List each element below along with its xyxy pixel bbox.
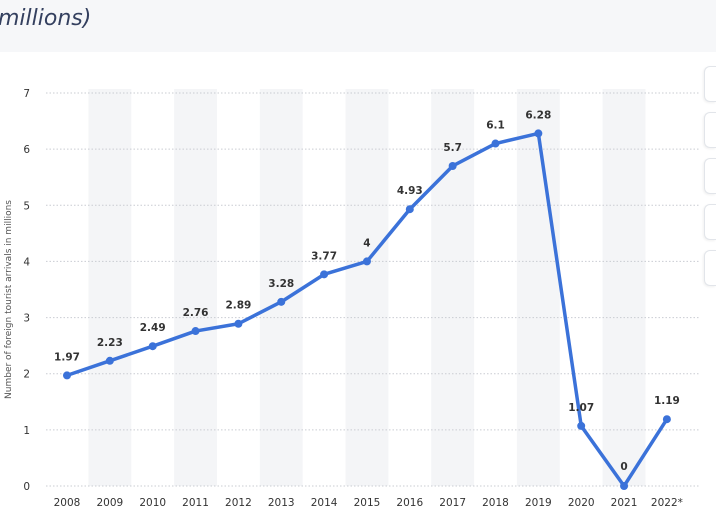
data-point bbox=[105, 356, 114, 365]
background-band bbox=[345, 89, 389, 486]
x-tick-label: 2017 bbox=[439, 497, 466, 509]
x-tick-label: 2019 bbox=[525, 497, 552, 509]
y-axis-ticks: 0 1 2 3 4 5 6 7 bbox=[23, 88, 30, 493]
background-band bbox=[88, 89, 132, 486]
y-tick-label: 3 bbox=[23, 313, 30, 325]
y-tick-label: 0 bbox=[23, 481, 30, 493]
panel-tab-icon[interactable] bbox=[704, 158, 716, 194]
y-tick-label: 5 bbox=[23, 200, 30, 212]
background-band bbox=[259, 89, 303, 486]
x-tick-label: 2016 bbox=[396, 497, 423, 509]
data-point bbox=[234, 319, 243, 328]
x-tick-label: 2010 bbox=[139, 497, 166, 509]
panel-tab-icon[interactable] bbox=[704, 204, 716, 240]
x-tick-label: 2009 bbox=[96, 497, 123, 509]
data-label: 3.28 bbox=[268, 278, 294, 290]
x-tick-label: 2014 bbox=[311, 497, 338, 509]
x-tick-label: 2012 bbox=[225, 497, 252, 509]
y-tick-label: 2 bbox=[23, 369, 30, 381]
background-bands bbox=[88, 89, 646, 486]
data-point bbox=[63, 371, 71, 380]
x-tick-label: 2008 bbox=[54, 497, 81, 509]
background-band bbox=[602, 89, 646, 486]
background-band bbox=[174, 89, 217, 486]
x-tick-label: 2013 bbox=[268, 497, 295, 509]
x-tick-label: 2020 bbox=[568, 497, 595, 509]
data-point bbox=[448, 161, 457, 170]
data-label: 1.97 bbox=[54, 351, 80, 363]
background-band bbox=[431, 89, 475, 486]
y-tick-label: 4 bbox=[23, 256, 30, 268]
x-tick-label: 2011 bbox=[182, 497, 209, 509]
data-label: 2.89 bbox=[225, 300, 251, 312]
data-point bbox=[534, 129, 543, 138]
y-tick-label: 1 bbox=[23, 425, 30, 437]
x-tick-label: 2018 bbox=[482, 497, 509, 509]
data-label: 2.76 bbox=[183, 307, 209, 319]
chart-header: millions) bbox=[0, 0, 716, 52]
data-point bbox=[191, 327, 200, 336]
y-tick-label: 6 bbox=[23, 144, 30, 156]
data-label: 2.49 bbox=[140, 322, 166, 334]
panel-tab-icon[interactable] bbox=[704, 66, 716, 102]
data-point bbox=[405, 205, 414, 214]
y-axis-label: Number of foreign tourist arrivals in mi… bbox=[4, 200, 14, 399]
line-chart: 0 1 2 3 4 5 6 7 2008 2009 2010 2011 2012 2013 2014 201… bbox=[4, 88, 700, 509]
chart-title-fragment: millions) bbox=[0, 6, 92, 31]
x-tick-label: 2021 bbox=[611, 497, 638, 509]
data-label: 1.07 bbox=[568, 402, 594, 414]
data-point bbox=[277, 297, 286, 306]
data-point bbox=[620, 482, 629, 490]
data-label: 4.93 bbox=[397, 185, 423, 197]
data-label: 4 bbox=[363, 237, 370, 249]
data-label: 6.1 bbox=[486, 120, 505, 132]
x-axis-ticks: 2008 2009 2010 2011 2012 2013 2014 2015 2016 2017… bbox=[54, 497, 683, 509]
data-label: 5.7 bbox=[443, 142, 462, 154]
y-tick-label: 7 bbox=[23, 88, 30, 100]
background-band bbox=[516, 89, 560, 486]
data-labels: 1.97 2.23 2.49 2.76 2.89 3.28 3.77 4 4.93 5.7 6.1 6… bbox=[54, 109, 680, 473]
data-label: 2.23 bbox=[97, 337, 123, 349]
grid-lines bbox=[46, 92, 700, 487]
data-label: 6.28 bbox=[525, 109, 551, 121]
data-label: 0 bbox=[620, 461, 627, 473]
panel-tab-icon[interactable] bbox=[704, 250, 716, 286]
data-points bbox=[63, 129, 671, 490]
x-tick-label: 2022* bbox=[651, 497, 683, 509]
data-label: 3.77 bbox=[311, 250, 337, 262]
panel-tab-icon[interactable] bbox=[704, 112, 716, 148]
data-point bbox=[320, 270, 329, 279]
data-point bbox=[148, 342, 157, 351]
data-point bbox=[662, 415, 671, 424]
data-point bbox=[362, 257, 371, 266]
data-point bbox=[491, 139, 500, 148]
data-point bbox=[577, 421, 586, 430]
x-tick-label: 2015 bbox=[354, 497, 381, 509]
data-label: 1.19 bbox=[654, 395, 680, 407]
